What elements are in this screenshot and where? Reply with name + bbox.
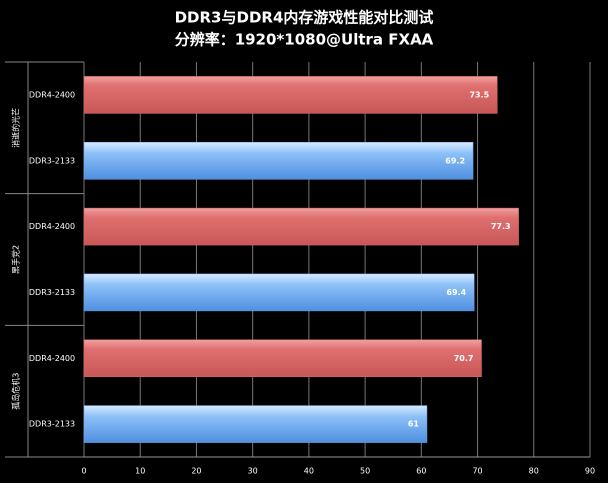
value-label: 77.3 xyxy=(491,222,511,231)
value-label: 61 xyxy=(408,420,420,429)
x-tick-label: 70 xyxy=(472,467,482,476)
row-label: DDR3-2133 xyxy=(29,156,75,165)
row-label: DDR4-2400 xyxy=(29,354,75,363)
row-label: DDR4-2400 xyxy=(29,222,75,231)
bar xyxy=(83,142,474,180)
value-label: 70.7 xyxy=(454,354,474,363)
category-label: 黑手党2 xyxy=(11,245,21,274)
category-label: 孤岛危机3 xyxy=(11,373,21,410)
x-tick-label: 60 xyxy=(416,467,426,476)
bar xyxy=(83,405,428,443)
x-tick-label: 0 xyxy=(81,467,86,476)
row-label: DDR4-2400 xyxy=(29,90,75,99)
x-tick-label: 40 xyxy=(304,467,314,476)
chart-title: DDR3与DDR4内存游戏性能对比测试 xyxy=(175,9,434,27)
category-label: 消逝的光芒 xyxy=(11,108,21,148)
x-tick-label: 50 xyxy=(360,467,370,476)
row-label: DDR3-2133 xyxy=(29,420,75,429)
bar xyxy=(83,273,475,312)
x-tick-label: 90 xyxy=(585,467,595,476)
value-label: 73.5 xyxy=(469,90,489,99)
x-tick-label: 20 xyxy=(191,467,201,476)
bar xyxy=(83,207,519,246)
x-tick-label: 30 xyxy=(248,467,258,476)
bar xyxy=(83,76,498,114)
value-label: 69.4 xyxy=(446,288,466,297)
row-label: DDR3-2133 xyxy=(29,288,75,297)
chart-subtitle: 分辨率：1920*1080@Ultra FXAA xyxy=(175,31,434,49)
x-tick-label: 80 xyxy=(529,467,539,476)
bar xyxy=(83,339,482,377)
value-label: 69.2 xyxy=(445,156,465,165)
x-tick-label: 10 xyxy=(135,467,145,476)
